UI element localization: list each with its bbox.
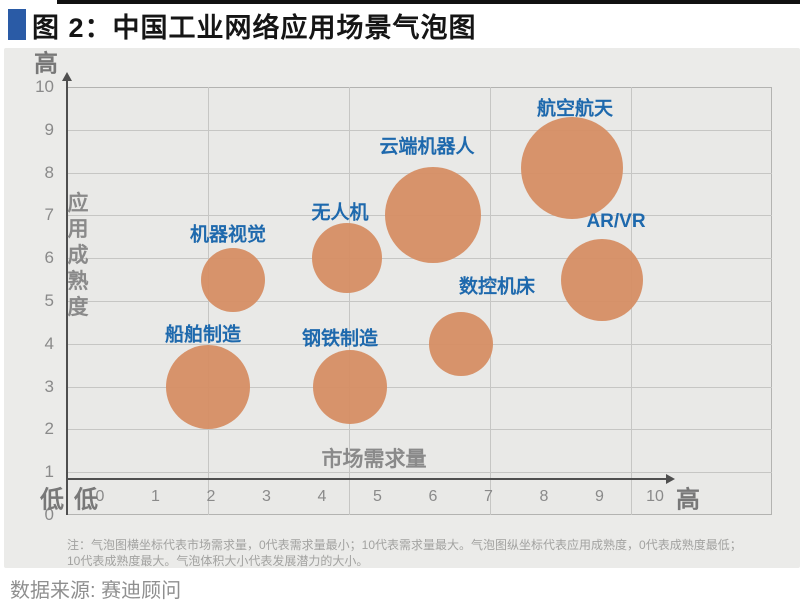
bubble-label: 航空航天 (536, 98, 614, 120)
bubble-label: 数控机床 (458, 276, 536, 298)
y-tick-label: 7 (44, 205, 54, 224)
y-axis-arrow-icon (62, 72, 72, 81)
bubble-label: 钢铁制造 (301, 328, 379, 350)
data-source: 数据来源: 赛迪顾问 (10, 580, 182, 602)
y-axis-title: 应用成熟度 (67, 192, 89, 319)
footnote-line-2: 10代表成熟度最大。气泡体积大小代表发展潜力的大小。 (67, 554, 369, 568)
top-rule (57, 0, 800, 4)
bubble (311, 223, 382, 294)
y-tick-label: 3 (44, 377, 54, 396)
h-gridline (67, 130, 772, 131)
bubble-label: 云端机器人 (379, 136, 475, 158)
y-tick-label: 1 (44, 462, 54, 481)
x-tick-label: 1 (151, 488, 160, 505)
bubble-label: AR/VR (586, 211, 646, 232)
x-tick-label: 4 (317, 488, 327, 505)
y-tick-label: 5 (44, 291, 54, 310)
x-tick-label: 2 (206, 488, 216, 505)
bubble-label: 船舶制造 (164, 324, 242, 346)
y-tick-label: 8 (44, 163, 54, 182)
y-axis-low-label: 低 (40, 486, 64, 514)
y-tick-label: 0 (44, 505, 54, 524)
h-gridline (67, 344, 772, 345)
x-tick-label: 6 (428, 488, 438, 505)
x-tick-label: 0 (95, 488, 105, 505)
x-axis-line (67, 478, 667, 480)
x-tick-label: 7 (484, 488, 493, 505)
footnote-line-1: 注：气泡图横坐标代表市场需求量，0代表需求量最小；10代表需求量最大。气泡图纵坐… (67, 538, 742, 552)
bubble-label: 无人机 (311, 202, 369, 224)
x-axis-title: 市场需求量 (321, 448, 427, 471)
x-tick-label: 5 (373, 488, 382, 505)
x-tick-label: 10 (646, 488, 664, 505)
bubble-label: 机器视觉 (189, 224, 267, 246)
x-axis-high-label: 高 (676, 486, 700, 514)
h-gridline (67, 387, 772, 388)
title-accent-bar (8, 9, 26, 40)
y-tick-label: 10 (35, 77, 54, 96)
y-axis-high-label: 高 (34, 50, 58, 78)
x-axis-arrow-icon (666, 474, 675, 484)
x-tick-label: 9 (595, 488, 604, 505)
y-tick-label: 4 (44, 334, 54, 353)
bubble (385, 167, 481, 264)
h-gridline (67, 472, 772, 473)
bubble (561, 238, 644, 321)
bubble (312, 349, 387, 424)
bubble (166, 344, 251, 429)
h-gridline (67, 429, 772, 430)
page-title: 图 2：中国工业网络应用场景气泡图 (32, 13, 477, 43)
y-tick-label: 9 (44, 120, 54, 139)
y-tick-label: 6 (44, 248, 54, 267)
bubble (520, 117, 623, 220)
x-tick-label: 3 (262, 488, 271, 505)
bubble (201, 247, 266, 312)
x-axis-low-label: 低 (74, 486, 98, 514)
h-gridline (67, 301, 772, 302)
bubble (428, 311, 493, 376)
x-tick-label: 8 (539, 488, 549, 505)
y-axis-line (66, 80, 68, 515)
y-tick-label: 2 (44, 419, 54, 438)
